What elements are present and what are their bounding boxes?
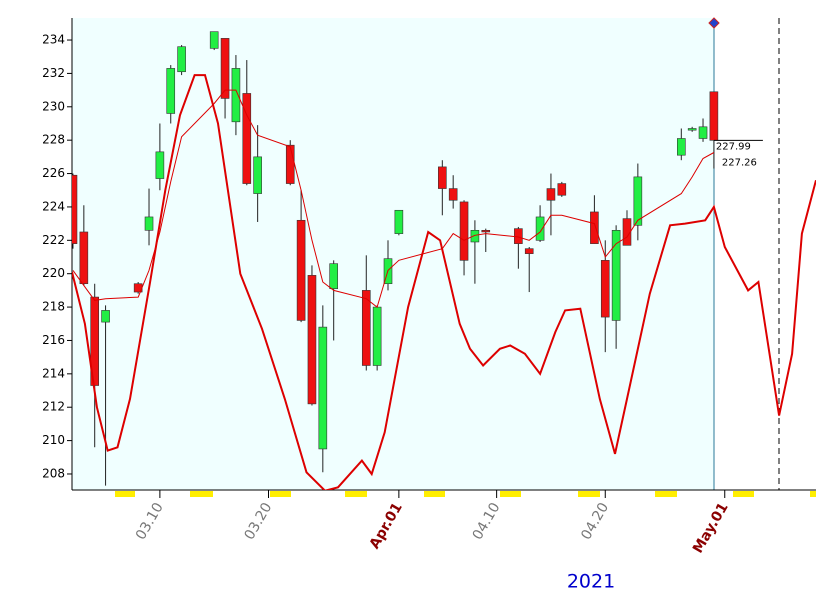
x-tick-label: 03.10 (133, 500, 167, 543)
candle-body (285, 144, 295, 184)
candle-body (448, 188, 458, 201)
x-tick-label: 04.20 (578, 500, 612, 543)
candle-body (372, 306, 382, 366)
candle-body (698, 126, 708, 139)
candle-body (709, 91, 719, 141)
cursor-marker (708, 17, 720, 29)
line-series (72, 74, 816, 490)
candle-body (307, 275, 317, 405)
price-label: 227.26 (722, 158, 757, 169)
candle-body (231, 68, 241, 123)
candle-body (166, 68, 176, 114)
candle-body (481, 229, 491, 233)
y-tick-label: 212 (42, 400, 65, 414)
candle-body (79, 231, 89, 285)
y-tick-label: 224 (42, 199, 65, 213)
candle-body (155, 151, 165, 179)
candle-body (329, 263, 338, 290)
candle-body (470, 229, 480, 243)
candle-body (220, 38, 230, 99)
candle-body (514, 228, 523, 244)
candle-body (144, 216, 154, 231)
candle-body (394, 209, 404, 234)
y-tick-label: 230 (42, 99, 65, 113)
x-axis-title: 2021 (567, 571, 615, 593)
y-tick-label: 220 (42, 266, 65, 280)
candle-body (459, 201, 469, 261)
y-tick-label: 216 (42, 333, 65, 347)
y-tick-label: 232 (42, 66, 65, 80)
candle-body (177, 46, 186, 73)
line-series (72, 89, 715, 308)
candle-body (524, 248, 534, 254)
candle-body (535, 216, 545, 241)
candle-body (209, 31, 219, 49)
candle-body (361, 290, 371, 366)
x-tick-label: 04.10 (470, 500, 504, 543)
candle-body (557, 183, 567, 196)
candle-body (633, 176, 643, 226)
candle-body (296, 219, 306, 321)
y-tick-label: 234 (42, 33, 65, 47)
candle-body (101, 310, 110, 323)
candle-body (687, 128, 697, 131)
candle-body (677, 138, 686, 156)
y-tick-label: 222 (42, 233, 65, 247)
y-tick-label: 214 (42, 366, 65, 380)
candle-body (253, 156, 262, 194)
y-tick-label: 228 (42, 133, 65, 147)
candle-body (590, 211, 599, 244)
candle-body (546, 188, 556, 201)
candle-body (622, 218, 632, 246)
y-tick-label: 226 (42, 166, 65, 180)
x-tick-label: May.01 (690, 500, 732, 556)
x-tick-label: Apr.01 (367, 500, 406, 552)
price-label: 227.99 (716, 141, 751, 152)
candle-body (611, 229, 621, 321)
y-tick-label: 208 (42, 466, 65, 480)
candle-body (242, 93, 252, 184)
candle-body (72, 174, 78, 244)
weekend-markers (115, 491, 816, 497)
y-tick-label: 210 (42, 433, 65, 447)
x-tick-label: 03.20 (242, 500, 276, 543)
y-tick-label: 218 (42, 300, 65, 314)
candle-body (318, 326, 328, 450)
candle-body (600, 260, 610, 318)
plot-background (72, 18, 714, 490)
candle-body (438, 166, 447, 189)
